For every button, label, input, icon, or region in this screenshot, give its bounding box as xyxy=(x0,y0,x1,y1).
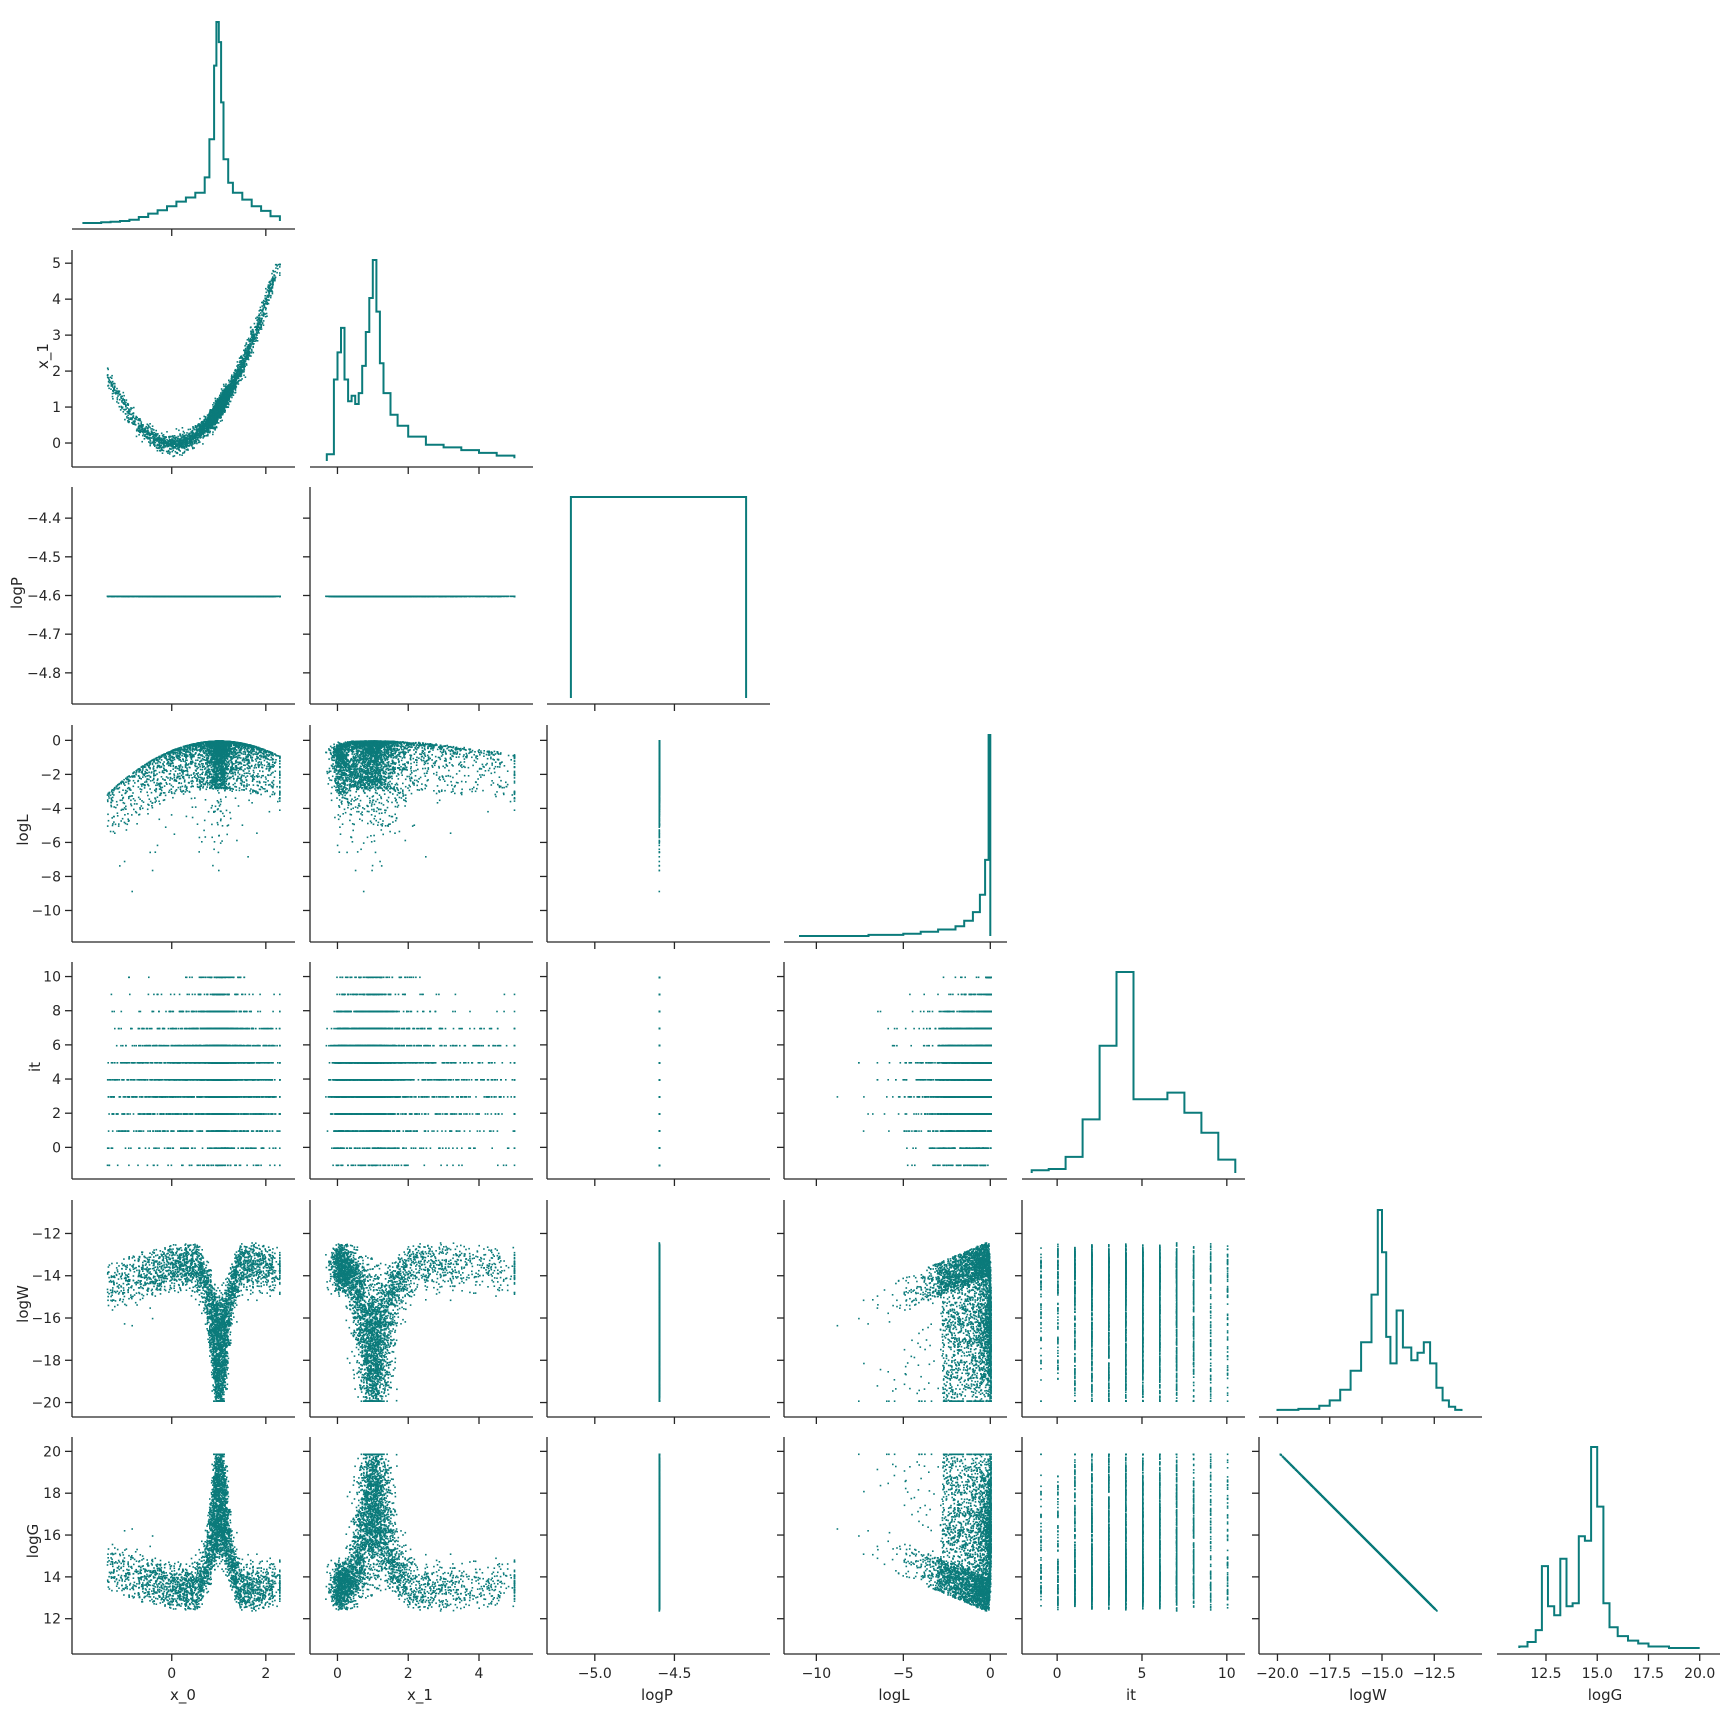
histogram-logP xyxy=(571,497,746,698)
scatter-point xyxy=(251,352,253,354)
scatter-point xyxy=(184,432,186,434)
scatter-point xyxy=(253,352,255,354)
scatter-point xyxy=(248,338,250,340)
scatter-point xyxy=(117,395,119,397)
scatter-point xyxy=(138,423,140,425)
scatter-point xyxy=(149,445,151,447)
scatter-point xyxy=(148,441,150,443)
scatter-point xyxy=(159,450,161,452)
scatter-point xyxy=(215,398,217,400)
scatter-point xyxy=(179,454,181,456)
scatter-point xyxy=(279,274,281,276)
scatter-point xyxy=(265,288,267,290)
scatter-point xyxy=(116,388,118,390)
scatter-point xyxy=(198,442,200,444)
scatter-point xyxy=(221,420,223,422)
scatter-point xyxy=(228,400,230,402)
histogram-logG xyxy=(1519,1447,1699,1648)
scatter-point xyxy=(228,380,230,382)
scatter-point xyxy=(123,395,125,397)
histogram-logL xyxy=(799,735,990,936)
scatter-point xyxy=(277,268,279,270)
scatter-point xyxy=(126,399,128,401)
histogram-x_0 xyxy=(82,22,280,223)
scatter-point xyxy=(123,411,125,413)
scatter-point xyxy=(260,312,262,314)
scatter-point xyxy=(212,431,214,433)
scatter-point xyxy=(213,402,215,404)
scatter-point xyxy=(186,432,188,434)
scatter-point xyxy=(127,415,129,417)
scatter-point xyxy=(138,434,140,436)
scatter-point xyxy=(259,313,261,315)
scatter-point xyxy=(183,431,185,433)
scatter-point xyxy=(212,404,214,406)
scatter-point xyxy=(155,430,157,432)
scatter-point xyxy=(166,431,168,433)
scatter-point xyxy=(270,297,272,299)
scatter-point xyxy=(117,399,119,401)
scatter-panels xyxy=(107,264,1438,1612)
scatter-point xyxy=(276,272,278,274)
scatter-x_1-vs-x_0 xyxy=(107,264,281,457)
scatter-point xyxy=(266,292,268,294)
scatter-point xyxy=(136,436,138,438)
histogram-x_1 xyxy=(327,260,515,461)
histogram-it xyxy=(1032,972,1236,1173)
histogram-logW xyxy=(1278,1210,1462,1411)
scatter-point xyxy=(193,447,195,449)
scatter-point xyxy=(182,452,184,454)
scatter-point xyxy=(120,406,122,408)
scatter-point xyxy=(154,445,156,447)
scatter-point xyxy=(141,441,143,443)
scatter-point xyxy=(261,327,263,329)
scatter-point xyxy=(113,392,115,394)
scatter-point xyxy=(251,350,253,352)
scatter-point xyxy=(133,407,135,409)
scatter-point xyxy=(169,453,171,455)
histogram-panels xyxy=(82,22,1699,1648)
scatter-point xyxy=(261,328,263,330)
